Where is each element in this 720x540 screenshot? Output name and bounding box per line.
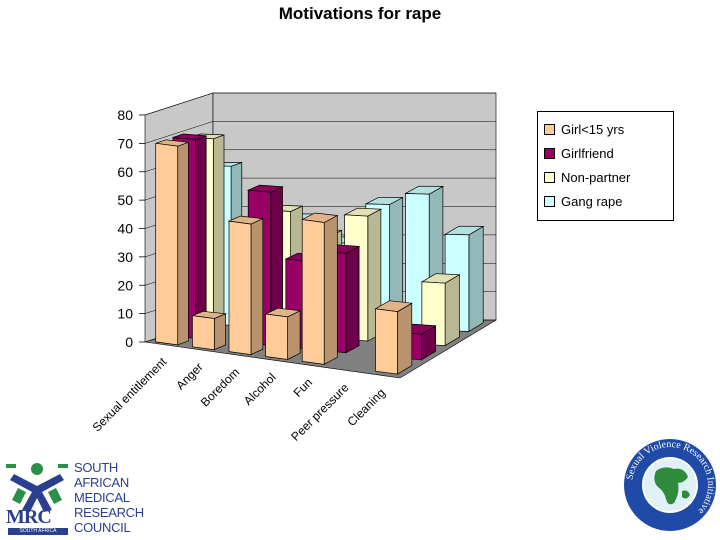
chart-bars bbox=[155, 133, 485, 375]
mrc-south-africa-bar: SOUTH AFRICA bbox=[8, 528, 68, 535]
gridline bbox=[144, 121, 496, 144]
mrc-word: SOUTH bbox=[74, 460, 119, 475]
legend-label: Gang rape bbox=[561, 193, 623, 209]
x-category-label: Anger bbox=[173, 360, 206, 393]
mrc-word: MEDICAL bbox=[74, 490, 130, 505]
x-category-label: Fun bbox=[291, 375, 316, 400]
bar-0-3 bbox=[264, 307, 302, 361]
chart-legend: Girl<15 yrs Girlfriend Non-partner Gang rap… bbox=[537, 111, 674, 221]
bar-0-0 bbox=[155, 139, 189, 346]
y-tick-label: 50 bbox=[117, 192, 133, 208]
legend-swatch bbox=[544, 123, 555, 135]
bar-0-1 bbox=[191, 310, 227, 351]
mrc-figure-icon bbox=[6, 463, 68, 512]
legend-swatch bbox=[544, 171, 555, 183]
mrc-letters: MRC bbox=[6, 506, 52, 528]
legend-swatch bbox=[544, 195, 555, 207]
y-tick-label: 80 bbox=[117, 107, 133, 123]
mrc-word: COUNCIL bbox=[74, 520, 131, 535]
y-tick-label: 20 bbox=[117, 277, 133, 293]
x-category-label: Sexual entitlement bbox=[90, 354, 170, 434]
y-tick-label: 40 bbox=[117, 221, 133, 237]
y-tick-label: 10 bbox=[117, 306, 133, 322]
legend-label: Girlfriend bbox=[561, 145, 614, 161]
bar-0-6 bbox=[374, 300, 413, 375]
svri-logo-globe-icon: Sexual Violence Research Initiative bbox=[624, 439, 716, 531]
legend-label: Girl<15 yrs bbox=[561, 121, 625, 137]
y-tick-label: 70 bbox=[117, 135, 133, 151]
mrc-word: AFRICAN bbox=[74, 475, 129, 490]
gridline bbox=[144, 92, 496, 116]
bar-0-2 bbox=[227, 215, 265, 356]
mrc-word: RESEARCH bbox=[74, 505, 144, 520]
x-category-label: Cleaning bbox=[345, 386, 388, 429]
y-tick-label: 0 bbox=[125, 334, 133, 350]
mrc-logo: MRC SOUTH AFRICA SOUTH AFRICAN MEDICAL R… bbox=[4, 458, 144, 536]
legend-item: Non-partner bbox=[544, 165, 667, 189]
bar-0-4 bbox=[301, 212, 339, 365]
legend-label: Non-partner bbox=[561, 169, 631, 185]
mrc-name-text: SOUTH AFRICAN MEDICAL RESEARCH COUNCIL bbox=[74, 460, 144, 535]
chart-title: Motivations for rape bbox=[278, 4, 442, 23]
y-tick-label: 60 bbox=[117, 164, 133, 180]
legend-item: Girlfriend bbox=[544, 141, 667, 165]
y-tick-label: 30 bbox=[117, 249, 133, 265]
y-axis-ticks: 0 10 20 30 40 50 60 70 80 bbox=[117, 107, 145, 350]
legend-item: Gang rape bbox=[544, 189, 667, 213]
x-category-label: Boredom bbox=[198, 365, 242, 409]
legend-swatch bbox=[544, 147, 555, 159]
x-category-label: Alcohol bbox=[241, 370, 279, 408]
legend-item: Girl<15 yrs bbox=[544, 117, 667, 141]
